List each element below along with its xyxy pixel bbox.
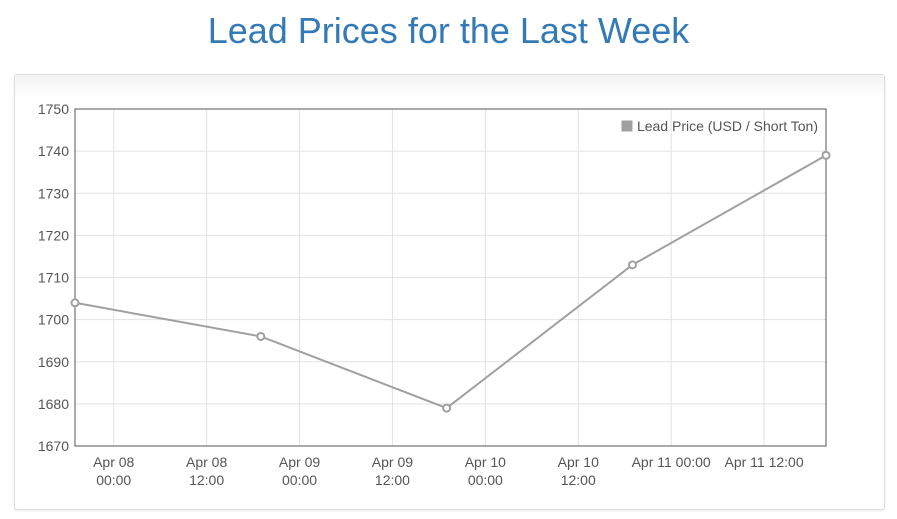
line-chart: 1670 1680 1690 1700 1710 1720 1730 1740 1750 Apr… [38,101,831,488]
x-axis-ticks: Apr 08 00:00 Apr 08 12:00 Apr 09 00:00 Apr 09 1… [93,454,804,488]
y-tick-label: 1710 [38,270,69,286]
x-tick-label-line2: 12:00 [561,472,596,488]
y-tick-label: 1670 [38,438,69,454]
x-tick-label-line2: 00:00 [282,472,317,488]
x-tick-label: Apr 08 [93,454,134,470]
grid-layer [75,108,826,447]
y-axis-ticks: 1670 1680 1690 1700 1710 1720 1730 1740 1750 [38,101,69,454]
chart-panel: 1670 1680 1690 1700 1710 1720 1730 1740 1750 Apr… [14,74,885,510]
series-layer [70,150,831,413]
legend[interactable]: Lead Price (USD / Short Ton) [620,118,818,134]
x-tick-label: Apr 09 [279,454,320,470]
y-tick-label: 1740 [38,143,69,159]
data-point[interactable] [821,150,831,160]
data-point[interactable] [627,260,637,270]
legend-label[interactable]: Lead Price (USD / Short Ton) [637,118,818,134]
y-tick-label: 1720 [38,227,69,243]
y-tick-label: 1700 [38,312,69,328]
data-point[interactable] [70,298,80,308]
x-tick-label-line2: 00:00 [96,472,131,488]
y-tick-label: 1750 [38,101,69,117]
x-tick-label: Apr 10 [558,454,599,470]
y-tick-label: 1690 [38,354,69,370]
x-tick-label-line2: 12:00 [189,472,224,488]
data-point[interactable] [256,331,266,341]
x-tick-label: Apr 10 [465,454,506,470]
y-tick-label: 1680 [38,396,69,412]
legend-swatch[interactable] [620,119,634,133]
x-tick-label: Apr 11 00:00 [632,454,711,470]
x-tick-label-line2: 12:00 [375,472,410,488]
x-tick-label: Apr 09 [372,454,413,470]
x-tick-label-line2: 00:00 [468,472,503,488]
y-tick-label: 1730 [38,185,69,201]
page-title: Lead Prices for the Last Week [207,10,690,51]
data-point[interactable] [442,403,452,413]
x-tick-label: Apr 11 12:00 [724,454,803,470]
x-tick-label: Apr 08 [186,454,227,470]
plot-frame [74,108,827,447]
